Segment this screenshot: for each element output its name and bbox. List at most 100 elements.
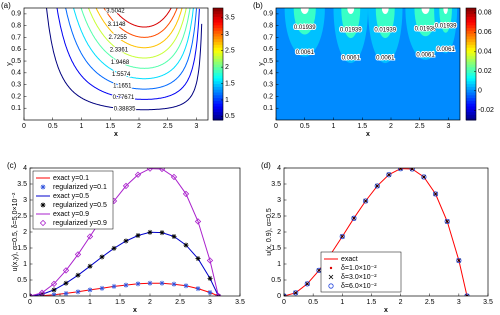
y-tick-label: 3.5 bbox=[271, 181, 281, 188]
marker bbox=[328, 283, 334, 289]
x-tick-label: 2.5 bbox=[163, 123, 173, 130]
marker bbox=[421, 174, 427, 180]
marker bbox=[340, 234, 345, 239]
marker bbox=[351, 215, 357, 221]
contour-label: 0.01939 bbox=[340, 28, 362, 34]
x-tick-label: 1.5 bbox=[367, 299, 377, 306]
colorbar-slice bbox=[213, 100, 223, 104]
colorbar-slice bbox=[213, 22, 223, 26]
contour-label: 0.0061 bbox=[296, 50, 315, 56]
marker bbox=[182, 190, 190, 198]
marker bbox=[409, 168, 415, 172]
colorbar-slice bbox=[213, 106, 223, 110]
colorbar-frame bbox=[465, 7, 477, 121]
contour-line bbox=[46, 8, 203, 111]
y-tick-label: 0.5 bbox=[11, 58, 21, 65]
marker bbox=[122, 182, 130, 190]
colorbar-slice bbox=[213, 108, 223, 113]
marker bbox=[39, 219, 47, 227]
colorbar-slice bbox=[213, 47, 223, 51]
field-lobe bbox=[414, 8, 437, 37]
marker bbox=[30, 292, 34, 296]
marker bbox=[50, 280, 58, 288]
field-peak bbox=[443, 8, 448, 14]
y-tick-label: 0.6 bbox=[263, 46, 273, 53]
marker bbox=[456, 258, 462, 263]
field-peak bbox=[347, 8, 355, 14]
colorbar-tick-label: 0.02 bbox=[478, 68, 492, 75]
colorbar-slice bbox=[466, 86, 476, 90]
contour-line bbox=[112, 8, 172, 28]
x-tick-label: 2 bbox=[389, 123, 393, 130]
contour-label: 0.01939 bbox=[294, 25, 316, 31]
marker bbox=[99, 285, 105, 291]
marker bbox=[284, 293, 287, 296]
plot-area: 0.00610.019390.00610.019390.00610.019390… bbox=[276, 8, 460, 120]
marker bbox=[339, 233, 345, 240]
marker bbox=[159, 280, 165, 286]
y-tick-label: 2 bbox=[23, 229, 27, 236]
colorbar-slice bbox=[466, 92, 476, 96]
marker bbox=[444, 219, 450, 224]
marker bbox=[363, 198, 368, 204]
x-tick-label: 2.5 bbox=[175, 299, 185, 306]
y-axis-label: y bbox=[6, 62, 13, 66]
panel-label: (a) bbox=[1, 1, 11, 10]
colorbar-slice bbox=[466, 97, 476, 101]
marker bbox=[123, 238, 129, 244]
marker bbox=[62, 267, 70, 274]
x-tick-label: 3 bbox=[457, 299, 461, 306]
y-tick-label: 0.4 bbox=[11, 70, 21, 77]
marker bbox=[159, 230, 165, 236]
x-tick-label: 3.5 bbox=[235, 299, 245, 306]
marker bbox=[170, 173, 178, 181]
marker bbox=[464, 293, 470, 296]
marker bbox=[147, 280, 153, 286]
marker bbox=[421, 174, 427, 180]
contour-label: 2.3361 bbox=[110, 47, 129, 53]
colorbar-slice bbox=[466, 64, 476, 68]
colorbar-slice bbox=[213, 114, 223, 118]
colorbar-slice bbox=[466, 33, 476, 37]
marker bbox=[135, 281, 141, 287]
colorbar-slice bbox=[466, 52, 476, 57]
contour-label: 0.01939 bbox=[435, 24, 457, 30]
marker bbox=[75, 289, 81, 295]
colorbar-slice bbox=[466, 24, 476, 29]
marker bbox=[194, 218, 202, 225]
x-tick-label: 0.5 bbox=[48, 123, 58, 130]
y-tick-label: 0.1 bbox=[263, 105, 273, 112]
colorbar-slice bbox=[466, 94, 476, 99]
y-tick-label: 0.5 bbox=[271, 277, 281, 284]
x-axis-label: x bbox=[366, 131, 370, 138]
colorbar-slice bbox=[466, 83, 476, 87]
colorbar-tick-label: 3 bbox=[225, 31, 229, 38]
x-axis-label: x bbox=[384, 307, 388, 314]
marker bbox=[207, 289, 213, 295]
colorbar-tick-label: 0 bbox=[478, 88, 482, 95]
y-tick-label: 2 bbox=[277, 229, 281, 236]
legend-label: exact y=0.5 bbox=[53, 193, 89, 200]
marker bbox=[206, 257, 214, 264]
legend-box bbox=[32, 170, 114, 230]
x-tick-label: 1 bbox=[88, 299, 92, 306]
x-tick-label: 1.5 bbox=[115, 299, 125, 306]
y-tick-label: 0.8 bbox=[263, 23, 273, 30]
colorbar-slice bbox=[466, 50, 476, 54]
colorbar-tick-label: 0.04 bbox=[478, 49, 492, 56]
legend-label: exact bbox=[341, 256, 358, 263]
contour-label: 0.0061 bbox=[376, 56, 395, 62]
marker bbox=[146, 168, 154, 172]
marker bbox=[134, 171, 142, 178]
marker bbox=[87, 263, 93, 269]
x-tick-label: 2 bbox=[399, 299, 403, 306]
colorbar-slice bbox=[213, 52, 223, 57]
colorbar-slice bbox=[213, 36, 223, 40]
colorbar-slice bbox=[466, 114, 476, 118]
colorbar-slice bbox=[466, 13, 476, 17]
colorbar-slice bbox=[213, 33, 223, 37]
colorbar-slice bbox=[213, 86, 223, 90]
marker bbox=[444, 218, 450, 225]
series-line bbox=[30, 168, 219, 296]
colorbar-frame bbox=[212, 7, 224, 121]
